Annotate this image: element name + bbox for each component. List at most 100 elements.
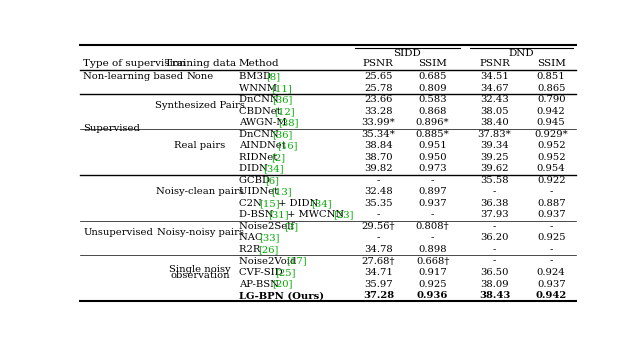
Text: [33]: [33] <box>260 234 280 242</box>
Text: LG-BPN (Ours): LG-BPN (Ours) <box>239 291 324 300</box>
Text: 39.62: 39.62 <box>481 165 509 173</box>
Text: Single noisy: Single noisy <box>170 265 231 274</box>
Text: [15]: [15] <box>259 199 280 208</box>
Text: [38]: [38] <box>278 118 299 127</box>
Text: 0.808†: 0.808† <box>416 222 449 231</box>
Text: AP-BSN: AP-BSN <box>239 279 282 289</box>
Text: 32.43: 32.43 <box>480 95 509 104</box>
Text: PSNR: PSNR <box>363 59 394 68</box>
Text: 0.942: 0.942 <box>537 107 566 116</box>
Text: -: - <box>493 245 496 254</box>
Text: Non-learning based: Non-learning based <box>83 72 183 81</box>
Text: 0.898: 0.898 <box>419 245 447 254</box>
Text: AWGN-M: AWGN-M <box>239 118 289 127</box>
Text: -: - <box>377 234 380 242</box>
Text: [25]: [25] <box>275 268 296 277</box>
Text: Type of supervision: Type of supervision <box>83 59 186 68</box>
Text: 35.58: 35.58 <box>480 176 509 185</box>
Text: 0.937: 0.937 <box>537 210 566 220</box>
Text: DIDN: DIDN <box>239 165 271 173</box>
Text: WNNM: WNNM <box>239 84 280 93</box>
Text: CVF-SID: CVF-SID <box>239 268 285 277</box>
Text: C2N: C2N <box>239 199 265 208</box>
Text: 0.897: 0.897 <box>419 187 447 196</box>
Text: 0.929*: 0.929* <box>534 130 568 139</box>
Text: 38.43: 38.43 <box>479 291 510 300</box>
Text: GCBD: GCBD <box>239 176 273 185</box>
Text: 0.937: 0.937 <box>537 279 566 289</box>
Text: Training data: Training data <box>164 59 236 68</box>
Text: 0.925: 0.925 <box>419 279 447 289</box>
Text: 34.78: 34.78 <box>364 245 393 254</box>
Text: 23.66: 23.66 <box>364 95 392 104</box>
Text: Method: Method <box>239 59 280 68</box>
Text: NAC: NAC <box>239 234 266 242</box>
Text: 38.70: 38.70 <box>364 153 393 162</box>
Text: DnCNN: DnCNN <box>239 95 282 104</box>
Text: -: - <box>431 176 435 185</box>
Text: 0.937: 0.937 <box>419 199 447 208</box>
Text: 37.28: 37.28 <box>363 291 394 300</box>
Text: -: - <box>377 176 380 185</box>
Text: 34.51: 34.51 <box>480 72 509 81</box>
Text: 38.05: 38.05 <box>480 107 509 116</box>
Text: 0.865: 0.865 <box>537 84 566 93</box>
Text: PSNR: PSNR <box>479 59 510 68</box>
Text: [31]: [31] <box>268 210 289 220</box>
Text: [34]: [34] <box>311 199 332 208</box>
Text: 0.942: 0.942 <box>536 291 567 300</box>
Text: observation: observation <box>170 271 230 280</box>
Text: [12]: [12] <box>274 107 294 116</box>
Text: Real pairs: Real pairs <box>175 141 226 150</box>
Text: 0.973: 0.973 <box>419 165 447 173</box>
Text: 33.28: 33.28 <box>364 107 393 116</box>
Text: [26]: [26] <box>258 245 278 254</box>
Text: [17]: [17] <box>286 256 307 265</box>
Text: + MWCNN: + MWCNN <box>284 210 348 220</box>
Text: 38.84: 38.84 <box>364 141 393 150</box>
Text: 0.809: 0.809 <box>419 84 447 93</box>
Text: DnCNN: DnCNN <box>239 130 282 139</box>
Text: Noisy-clean pairs: Noisy-clean pairs <box>156 187 244 196</box>
Text: -: - <box>550 245 553 254</box>
Text: None: None <box>186 72 214 81</box>
Text: D-BSN: D-BSN <box>239 210 276 220</box>
Text: 0.936: 0.936 <box>417 291 448 300</box>
Text: SSIM: SSIM <box>537 59 566 68</box>
Text: 0.924: 0.924 <box>537 268 566 277</box>
Text: 0.925: 0.925 <box>537 234 566 242</box>
Text: 0.887: 0.887 <box>537 199 566 208</box>
Text: -: - <box>550 222 553 231</box>
Text: DND: DND <box>508 49 534 58</box>
Text: -: - <box>550 187 553 196</box>
Text: [23]: [23] <box>333 210 353 220</box>
Text: -: - <box>493 256 496 265</box>
Text: 39.34: 39.34 <box>480 141 509 150</box>
Text: 0.917: 0.917 <box>419 268 447 277</box>
Text: SSIM: SSIM <box>418 59 447 68</box>
Text: -: - <box>550 256 553 265</box>
Text: 25.78: 25.78 <box>364 84 393 93</box>
Text: 39.82: 39.82 <box>364 165 393 173</box>
Text: 0.896*: 0.896* <box>416 118 449 127</box>
Text: [20]: [20] <box>272 279 292 289</box>
Text: BM3D: BM3D <box>239 72 274 81</box>
Text: Synthesized Pairs: Synthesized Pairs <box>155 101 245 110</box>
Text: 0.668†: 0.668† <box>416 256 449 265</box>
Text: -: - <box>431 234 435 242</box>
Text: CBDNet: CBDNet <box>239 107 284 116</box>
Text: [34]: [34] <box>264 165 284 173</box>
Text: 39.25: 39.25 <box>480 153 509 162</box>
Text: UIDNet: UIDNet <box>239 187 281 196</box>
Text: -: - <box>493 187 496 196</box>
Text: [13]: [13] <box>271 187 292 196</box>
Text: Unsupervised: Unsupervised <box>83 228 153 237</box>
Text: Noisy-noisy pairs: Noisy-noisy pairs <box>157 228 244 237</box>
Text: [8]: [8] <box>266 72 280 81</box>
Text: 38.40: 38.40 <box>480 118 509 127</box>
Text: RIDNet: RIDNet <box>239 153 280 162</box>
Text: Supervised: Supervised <box>83 124 140 133</box>
Text: 38.09: 38.09 <box>480 279 509 289</box>
Text: AINDNet: AINDNet <box>239 141 289 150</box>
Text: 37.83*: 37.83* <box>477 130 511 139</box>
